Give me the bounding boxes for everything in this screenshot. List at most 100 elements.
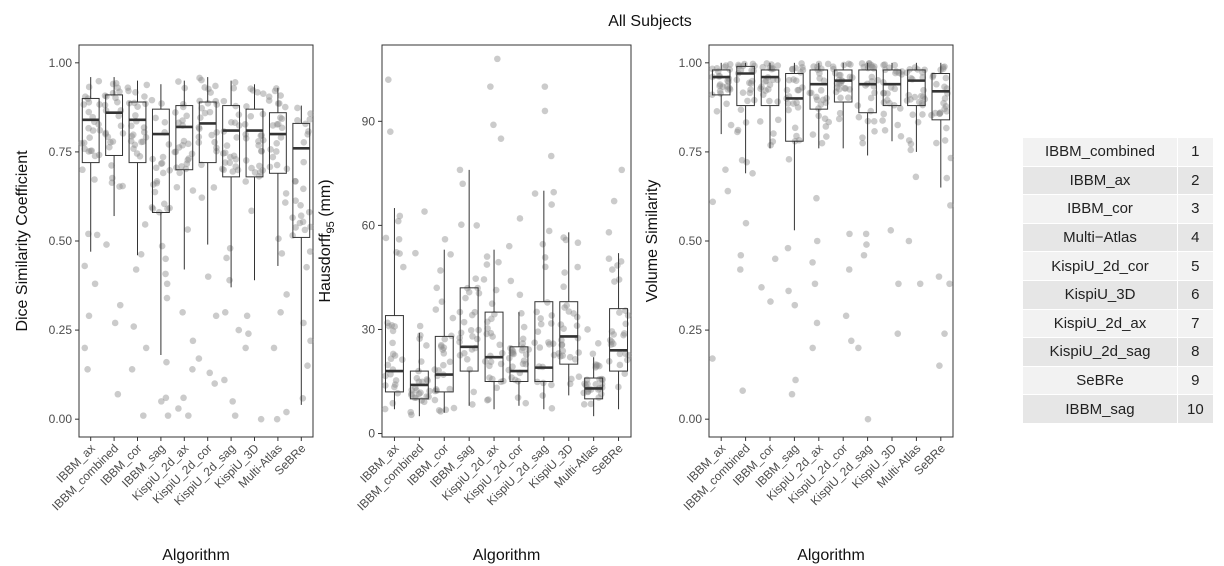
data-point [762, 87, 769, 94]
data-point [230, 152, 238, 160]
data-point [223, 254, 230, 262]
data-point [440, 344, 448, 351]
data-point [539, 392, 547, 399]
ranking-rank: 7 [1177, 308, 1214, 339]
data-point [790, 100, 797, 107]
data-point [391, 383, 398, 391]
data-point [792, 64, 799, 72]
data-point [158, 159, 166, 167]
data-point [909, 111, 917, 119]
data-point [608, 328, 616, 335]
data-point [148, 204, 156, 211]
data-point [880, 61, 887, 69]
ranking-algorithm: IBBM_combined [1022, 137, 1178, 167]
data-point [557, 353, 564, 360]
ranking-rank: 5 [1177, 251, 1214, 281]
y-tick-label: 0.75 [49, 145, 73, 159]
data-point [795, 86, 803, 94]
data-point [213, 129, 221, 136]
data-point [946, 280, 953, 288]
data-point [933, 80, 940, 88]
data-point [709, 355, 716, 362]
data-point [508, 374, 515, 381]
data-point [275, 235, 282, 242]
data-point [205, 85, 212, 93]
data-point [941, 83, 948, 91]
data-point [201, 109, 209, 117]
data-point [294, 117, 301, 124]
data-point [548, 404, 556, 412]
data-point [292, 224, 299, 231]
data-point [784, 100, 792, 107]
data-point [726, 61, 734, 68]
data-point [411, 394, 419, 402]
ranking-row: Multi−Atlas 4 [1022, 222, 1214, 253]
data-point [919, 74, 927, 81]
data-point [292, 197, 299, 205]
data-point [545, 340, 553, 348]
data-point [413, 374, 421, 382]
data-point [255, 173, 263, 180]
data-point [563, 302, 570, 309]
data-point [469, 401, 476, 408]
data-point [294, 104, 301, 112]
data-point [820, 77, 828, 84]
data-point [116, 301, 124, 309]
data-point [709, 65, 716, 73]
data-point [212, 312, 220, 320]
data-point [273, 148, 280, 155]
data-point [614, 262, 621, 269]
data-point [463, 355, 471, 363]
data-point [485, 396, 492, 403]
data-point [465, 288, 473, 296]
data-point [283, 165, 291, 173]
data-point [235, 326, 243, 334]
box [559, 301, 579, 365]
data-point [273, 121, 281, 128]
data-point [91, 152, 99, 160]
data-point [570, 310, 577, 317]
data-point [799, 66, 807, 74]
data-point [734, 128, 741, 136]
data-point [940, 99, 947, 107]
ranking-rank: 8 [1177, 337, 1214, 367]
ranking-rank: 1 [1177, 137, 1214, 167]
data-point [864, 415, 872, 423]
data-point [894, 330, 902, 337]
data-point [163, 294, 171, 302]
box [882, 69, 902, 107]
data-point [467, 326, 475, 334]
data-point [859, 134, 866, 141]
data-point [384, 361, 392, 369]
data-point [821, 115, 829, 122]
data-point [824, 60, 832, 68]
data-point [488, 315, 495, 323]
data-point [112, 94, 119, 102]
data-point [785, 76, 793, 84]
data-point [516, 291, 524, 299]
data-point [124, 84, 132, 91]
dice-panel: 0.000.250.500.751.00IBBM_axIBBM_combined… [14, 44, 314, 564]
y-tick-label: 0.25 [49, 323, 73, 337]
data-point [936, 110, 944, 117]
data-point [139, 138, 147, 145]
y-tick-label: 90 [362, 114, 376, 128]
ranking-algorithm: Multi−Atlas [1022, 222, 1178, 253]
data-point [232, 156, 240, 163]
data-point [400, 263, 407, 271]
data-point [162, 270, 169, 278]
data-point [836, 109, 844, 117]
data-point [520, 357, 528, 364]
data-point [151, 188, 159, 196]
data-point [767, 141, 774, 149]
data-point [116, 88, 123, 95]
data-point [519, 335, 527, 343]
data-point [435, 367, 442, 374]
data-point [846, 86, 854, 93]
data-point [580, 389, 588, 397]
data-point [855, 113, 863, 121]
box [128, 101, 147, 164]
data-point [437, 408, 444, 415]
data-point [842, 85, 849, 92]
data-point [610, 331, 618, 338]
